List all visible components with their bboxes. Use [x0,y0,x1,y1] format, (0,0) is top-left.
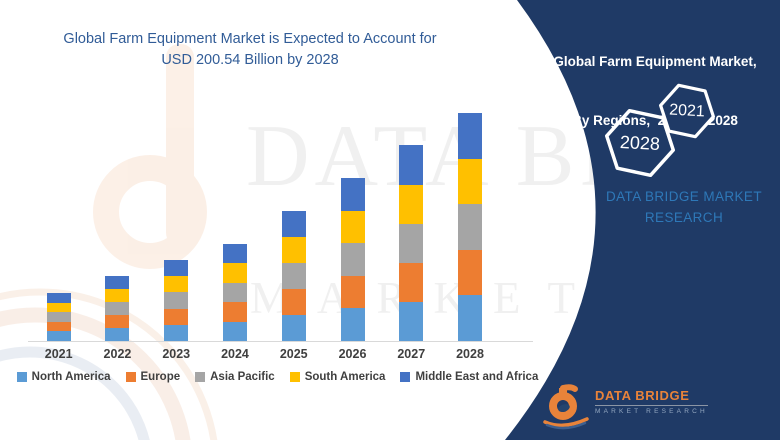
bar-2023 [164,259,189,341]
x-axis-line [28,341,533,342]
bar-segment-2022-asia-pacific [105,301,130,315]
legend-swatch-icon [125,372,136,382]
company-logo: DATA BRIDGE MARKET RESEARCH [543,384,708,430]
bar-segment-2025-south-america [281,237,306,264]
bar-segment-2024-north-america [222,321,247,341]
bar-2021 [46,293,71,341]
panel-title-line2: By Regions, 2021 to 2028 [572,112,738,128]
company-logo-text: DATA BRIDGE MARKET RESEARCH [595,388,708,415]
bar-segment-2024-europe [222,302,247,322]
legend-swatch-icon [16,372,27,382]
chart-title-line1: Global Farm Equipment Market is Expected… [63,31,437,47]
legend-item-asia-pacific: Asia Pacific [195,371,275,383]
watermark-text-line2: MARKET RESEARCH [250,273,780,323]
x-axis-label-2026: 2026 [338,347,367,361]
bar-segment-2026-south-america [340,210,365,244]
chart-title: Global Farm Equipment Market is Expected… [30,29,470,70]
x-axis-label-2027: 2027 [397,347,426,361]
legend-swatch-icon [289,372,300,382]
x-axis-label-2024: 2024 [221,347,249,361]
bar-segment-2023-middle-east-and-africa [164,259,189,276]
bar-segment-2023-asia-pacific [164,292,189,309]
legend-label: South America [304,371,386,383]
legend-item-europe: Europe [125,371,181,383]
bar-segment-2021-europe [46,321,71,332]
x-axis-label-2028: 2028 [456,347,484,361]
chart-legend: North America Europe Asia Pacific South Ame… [16,371,538,383]
bar-segment-2021-middle-east-and-africa [46,293,71,303]
bar-segment-2021-asia-pacific [46,312,71,322]
bar-segment-2023-north-america [164,324,189,341]
brand-wordmark-line2: RESEARCH [644,209,724,225]
bar-segment-2022-north-america [105,327,130,341]
brand-wordmark-line1: DATA BRIDGE MARKET [606,189,762,204]
bar-segment-2028-asia-pacific [458,204,483,250]
company-logo-name: DATA BRIDGE [595,388,708,406]
bar-segment-2024-asia-pacific [222,282,247,303]
chart-title-line2: USD 200.54 Billion by 2028 [161,51,339,68]
legend-item-middle-east-and-africa: Middle East and Africa [400,371,538,383]
legend-item-north-america: North America [16,371,111,383]
bar-segment-2025-middle-east-and-africa [281,211,306,238]
bar-segment-2023-south-america [164,276,189,293]
brand-wordmark: DATA BRIDGE MARKET RESEARCH [595,187,773,229]
company-logo-subtitle: MARKET RESEARCH [595,408,708,415]
bar-segment-2021-north-america [46,331,71,341]
bar-2022 [105,275,130,341]
bar-2024 [222,243,247,341]
bar-segment-2024-south-america [222,263,247,283]
legend-swatch-icon [400,372,411,382]
bar-segment-2024-middle-east-and-africa [222,243,247,264]
bar-segment-2027-asia-pacific [399,223,424,263]
bar-segment-2023-europe [164,308,189,325]
x-axis-label-2021: 2021 [44,347,73,361]
x-axis-label-2023: 2023 [162,347,191,361]
legend-label: Europe [140,371,181,383]
bar-segment-2022-europe [105,314,130,328]
bar-segment-2022-middle-east-and-africa [105,275,130,289]
bar-segment-2021-south-america [46,302,71,313]
legend-label: Asia Pacific [210,371,275,383]
watermark-swoosh [0,288,218,440]
x-axis-label-2025: 2025 [279,347,308,361]
legend-label: Middle East and Africa [415,371,539,383]
company-logo-icon [543,384,589,430]
legend-swatch-icon [195,372,206,382]
panel-title: Global Farm Equipment Market, By Regions… [535,13,775,170]
panel-title-line1: Global Farm Equipment Market, [553,54,757,70]
bar-segment-2022-south-america [105,288,130,302]
legend-label: North America [31,371,111,383]
x-axis-label-2022: 2022 [103,347,132,361]
legend-item-south-america: South America [289,371,386,383]
watermark-b-logo [93,44,207,269]
